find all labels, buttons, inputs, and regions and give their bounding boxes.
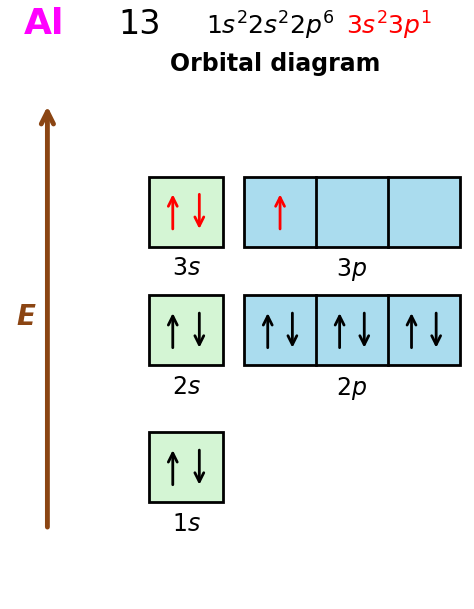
Text: $3s^{2}3p^{1}$: $3s^{2}3p^{1}$ xyxy=(346,10,432,41)
Bar xyxy=(244,177,460,247)
Text: 13: 13 xyxy=(118,8,161,41)
Text: $1s^{2}2s^{2}2p^{6}$: $1s^{2}2s^{2}2p^{6}$ xyxy=(206,10,335,41)
Bar xyxy=(149,177,223,247)
Text: $3p$: $3p$ xyxy=(337,256,367,283)
Text: $2p$: $2p$ xyxy=(337,375,367,401)
Text: $3s$: $3s$ xyxy=(172,256,201,280)
Bar xyxy=(244,295,460,365)
Text: Orbital diagram: Orbital diagram xyxy=(170,52,380,76)
Text: $1s$: $1s$ xyxy=(172,512,201,535)
Bar xyxy=(149,432,223,502)
Text: $2s$: $2s$ xyxy=(172,375,201,398)
Text: Al: Al xyxy=(24,7,64,41)
Bar xyxy=(149,295,223,365)
Text: E: E xyxy=(17,303,36,331)
